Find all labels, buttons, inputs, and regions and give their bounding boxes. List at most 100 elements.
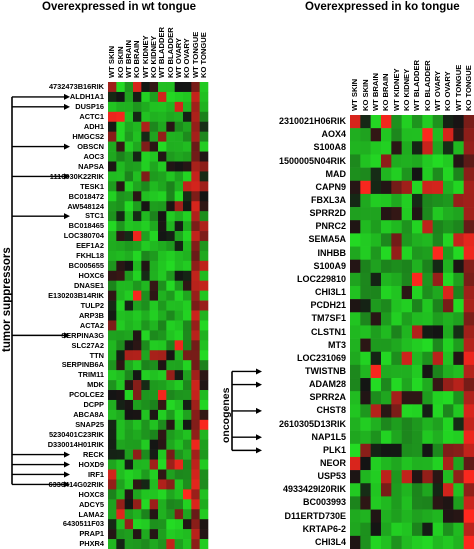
l-heatmap-cell <box>124 111 134 123</box>
r-heatmap-cell <box>350 312 361 326</box>
r-heatmap-cell <box>401 509 413 523</box>
l-heatmap-cell <box>166 459 175 470</box>
l-gene-label: 5230401C23RIK <box>48 430 104 440</box>
r-heatmap-cell <box>412 141 423 155</box>
l-heatmap-cell <box>158 399 167 411</box>
l-heatmap-cell <box>149 449 159 460</box>
r-heatmap-cell <box>463 496 474 510</box>
l-heatmap-cell <box>133 231 142 242</box>
l-heatmap-cell <box>124 469 134 480</box>
r-heatmap-cell <box>401 522 413 537</box>
r-heatmap-cell <box>391 404 402 418</box>
l-heatmap-cell <box>174 350 184 361</box>
l-heatmap-cell <box>158 191 167 202</box>
l-heatmap-cell <box>133 121 142 132</box>
r-heatmap-cell <box>381 483 392 497</box>
r-heatmap-cell <box>401 535 413 549</box>
r-heatmap-cell <box>443 325 454 339</box>
r-heatmap-cell <box>463 522 474 537</box>
l-gene-label: PRAP1 <box>79 529 104 539</box>
l-heatmap-cell <box>141 439 150 450</box>
l-heatmap-cell <box>116 250 125 262</box>
r-heatmap-cell <box>453 180 464 195</box>
r-heatmap-cell <box>381 115 392 129</box>
l-gene-label: HMGCS2 <box>72 131 104 141</box>
r-heatmap-cell <box>443 391 454 405</box>
r-heatmap-cell <box>360 272 371 287</box>
l-heatmap-cell <box>158 101 167 113</box>
r-heatmap-cell <box>453 509 464 523</box>
l-heatmap-cell <box>108 171 117 182</box>
r-heatmap-cell <box>432 483 444 497</box>
l-heatmap-cell <box>183 221 192 232</box>
r-heatmap-cell <box>443 417 454 431</box>
r-heatmap-cell <box>360 115 371 129</box>
l-heatmap-cell <box>116 260 125 272</box>
r-heatmap-cell <box>401 338 413 353</box>
l-heatmap-cell <box>191 151 200 162</box>
l-heatmap-cell <box>108 390 117 401</box>
r-heatmap-cell <box>432 535 444 549</box>
l-heatmap-cell <box>108 270 117 282</box>
r-heatmap-cell <box>422 509 433 523</box>
l-heatmap-cell <box>166 529 175 540</box>
r-heatmap-cell <box>370 325 382 339</box>
l-heatmap-cell <box>116 151 125 162</box>
r-heatmap-cell <box>381 312 392 326</box>
l-heatmap-cell <box>108 360 117 371</box>
l-heatmap-cell <box>124 330 134 341</box>
r-heatmap-cell <box>412 220 423 234</box>
r-heatmap-cell <box>443 470 454 484</box>
l-heatmap-cell <box>116 280 125 291</box>
l-heatmap-cell <box>108 409 117 421</box>
r-heatmap-cell <box>432 351 444 366</box>
l-heatmap-cell <box>199 380 209 391</box>
l-heatmap-cell <box>158 330 167 341</box>
l-heatmap-cell <box>199 320 209 331</box>
r-heatmap-cell <box>370 207 382 221</box>
r-heatmap-cell <box>432 391 444 405</box>
r-heatmap-cell <box>401 233 413 247</box>
r-heatmap-cell <box>432 338 444 353</box>
r-arrow-head <box>256 447 262 454</box>
l-heatmap-cell <box>124 429 134 441</box>
r-heatmap-cell <box>401 115 413 129</box>
l-heatmap-cell <box>183 419 192 431</box>
r-heatmap-cell <box>360 312 371 326</box>
r-heatmap-cell <box>401 404 413 418</box>
r-heatmap-cell <box>350 272 361 287</box>
r-heatmap-cell <box>463 259 474 274</box>
r-heatmap-cell <box>443 233 454 247</box>
r-heatmap-cell <box>432 456 444 471</box>
l-heatmap-cell <box>116 161 125 172</box>
l-heatmap-cell <box>149 390 159 401</box>
l-heatmap-cell <box>199 439 209 450</box>
l-heatmap-cell <box>116 330 125 341</box>
l-heatmap-cell <box>116 290 125 301</box>
r-gene-label: TM7SF1 <box>311 313 346 324</box>
l-heatmap-cell <box>199 141 209 152</box>
l-heatmap-cell <box>108 519 117 530</box>
r-gene-label: S100A9 <box>313 260 346 271</box>
r-heatmap-cell <box>453 312 464 326</box>
r-heatmap-cell <box>453 259 464 274</box>
r-heatmap-cell <box>391 128 402 142</box>
r-heatmap-cell <box>412 443 423 458</box>
r-heatmap-cell <box>412 483 423 497</box>
r-gene-label: S100A8 <box>313 142 346 153</box>
l-heatmap-cell <box>133 529 142 540</box>
l-heatmap-cell <box>108 131 117 142</box>
l-heatmap-cell <box>141 221 150 232</box>
l-heatmap-cell <box>158 320 167 331</box>
l-heatmap-cell <box>183 300 192 311</box>
l-heatmap-cell <box>116 310 125 321</box>
r-heatmap-cell <box>432 325 444 339</box>
l-arrow-head <box>64 93 70 100</box>
r-gene-label: 2310021H06RIK <box>278 116 346 127</box>
l-heatmap-cell <box>183 449 192 460</box>
l-heatmap-cell <box>174 449 184 460</box>
l-gene-label: ALDH1A1 <box>69 92 104 102</box>
l-heatmap-cell <box>149 429 159 441</box>
r-heatmap-cell <box>370 430 382 445</box>
r-heatmap-cell <box>370 259 382 274</box>
